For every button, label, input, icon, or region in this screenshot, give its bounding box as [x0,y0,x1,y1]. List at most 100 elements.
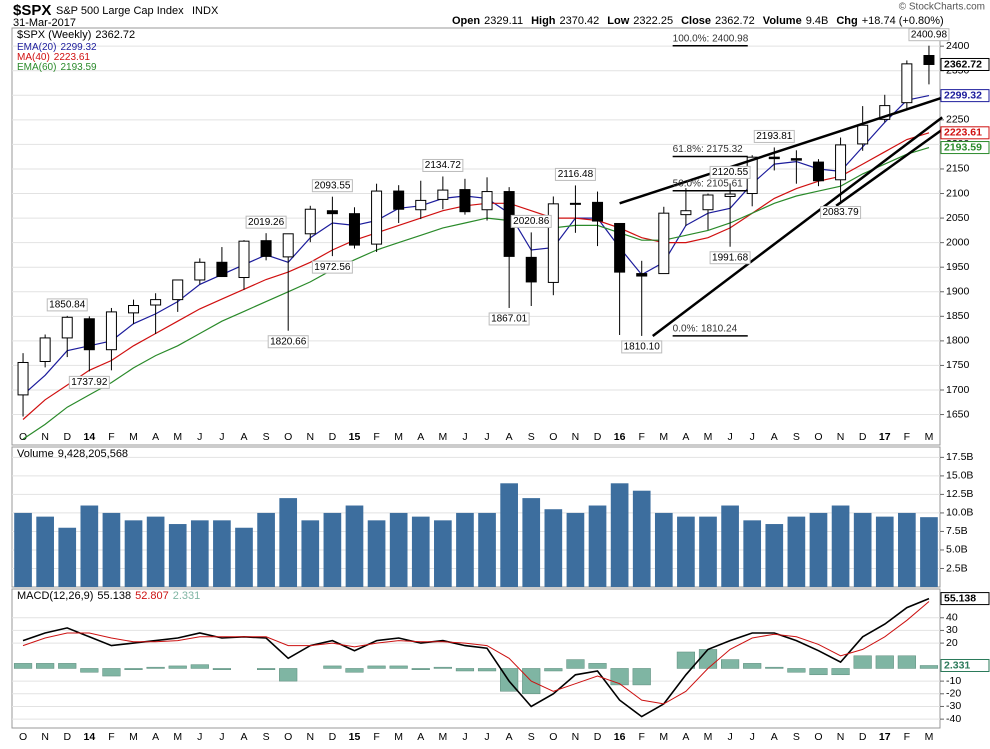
annotation-box [908,28,950,42]
histogram-bar [676,651,695,669]
trendline [652,116,943,337]
x-tick-label: F [373,731,379,743]
x-tick-label: N [837,731,845,743]
quote: Open 2329.11 High 2370.42 Low 2322.25 Close 236… [452,15,944,27]
volume-bar [743,520,762,587]
last-price-box [940,57,990,71]
annotation: 2193.81 [756,131,793,142]
volume-bar [235,527,253,587]
y-tick-label: 1900 [946,286,970,298]
x-tick-label: J [219,431,224,443]
candle-body [326,210,338,215]
annotation-box [422,158,464,172]
legend-entry: EMA(20) 2299.32 [17,42,97,53]
annotation: 2120.55 [712,167,749,178]
annotation: 2083.79 [822,207,859,218]
legend-entry: MACD(12,26,9) 55.138 52.807 2.331 [17,590,200,602]
volume-bar [478,512,496,587]
histogram-bar [411,668,430,670]
x-tick-label: D [859,731,867,743]
date: 31-Mar-2017 [13,17,76,29]
macd-panel [11,588,941,729]
copyright: © StockCharts.com [899,2,985,13]
volume-bar [168,524,187,587]
x-tick-label: S [793,431,800,443]
last-ma-box [940,126,990,140]
legend-value: 2223.61 [54,52,91,63]
quote-label: Chg [836,15,857,27]
x-tick-label: A [771,731,778,743]
x-tick-label: N [572,731,580,743]
histogram-bar [80,668,99,673]
volume-bar [80,505,99,587]
legend-name: MA(40) [17,52,50,63]
annotation: 1850.84 [49,300,86,311]
x-tick-label: A [417,731,424,743]
x-tick-label: A [771,431,778,443]
volume-bar [875,516,894,587]
y-tick-label: 1850 [946,310,970,322]
x-tick-label: S [793,731,800,743]
x-tick-label: 15 [349,431,361,443]
candle-body [282,233,294,258]
annotation: 1820.66 [270,336,307,347]
annotation: 1867.01 [491,314,528,325]
fib-label: 100.0%: 2400.98 [673,33,749,44]
x-tick-label: A [240,731,247,743]
volume-bar [301,520,320,587]
volume-bar [544,509,563,587]
x-tick-label: D [63,731,71,743]
quote-label: Close [681,15,711,27]
histogram-bar [831,668,850,676]
x-tick-label: M [173,731,182,743]
candle-body [614,222,626,273]
histogram-bar [809,668,828,676]
legend-value: 52.807 [135,590,169,602]
volume-bar [367,520,386,587]
x-tick-label: M [925,431,934,443]
x-tick-label: M [394,431,403,443]
annotation: 1991.68 [712,252,749,263]
last-ma-box [940,141,990,155]
volume-bar [632,490,651,587]
candle-body [105,311,117,351]
x-tick-label: D [594,431,602,443]
candle-body [238,240,250,279]
quote-label: High [531,15,556,27]
candle-body [481,191,493,211]
legend-name: EMA(20) [17,42,56,53]
histogram-bar [190,664,209,669]
quote-value: 2329.11 [484,15,523,27]
y-tick-label: 2050 [946,212,970,224]
quote-label: Volume [763,15,802,27]
histogram-bar [765,666,784,669]
legend-entry: $SPX (Weekly) 2362.72 [17,29,135,41]
x-tick-label: N [306,431,314,443]
candle-body [83,318,95,351]
legend-entry: Volume 9,428,205,568 [17,448,128,460]
y-tick-label: -10 [946,675,961,687]
candle-body [923,55,935,65]
histogram-bar [323,665,342,669]
x-tick-label: O [549,731,557,743]
volume-bar [14,512,32,587]
histogram-bar [919,665,939,669]
exchange: INDX [192,5,219,17]
x-tick-label: F [904,731,910,743]
candle-body [172,279,184,301]
x-tick-label: S [528,731,535,743]
annotation-box [554,167,596,181]
ma-line [22,95,930,396]
price-panel [11,27,941,446]
x-tick-label: M [173,431,182,443]
histogram-bar [345,668,364,673]
annotation-box [68,375,110,389]
x-tick-label: O [284,731,292,743]
y-tick-label: 30 [946,624,958,636]
histogram-bar [698,649,718,669]
fib-label: 61.8%: 2175.32 [673,144,743,155]
histogram-bar [632,668,651,686]
x-tick-label: D [329,431,337,443]
